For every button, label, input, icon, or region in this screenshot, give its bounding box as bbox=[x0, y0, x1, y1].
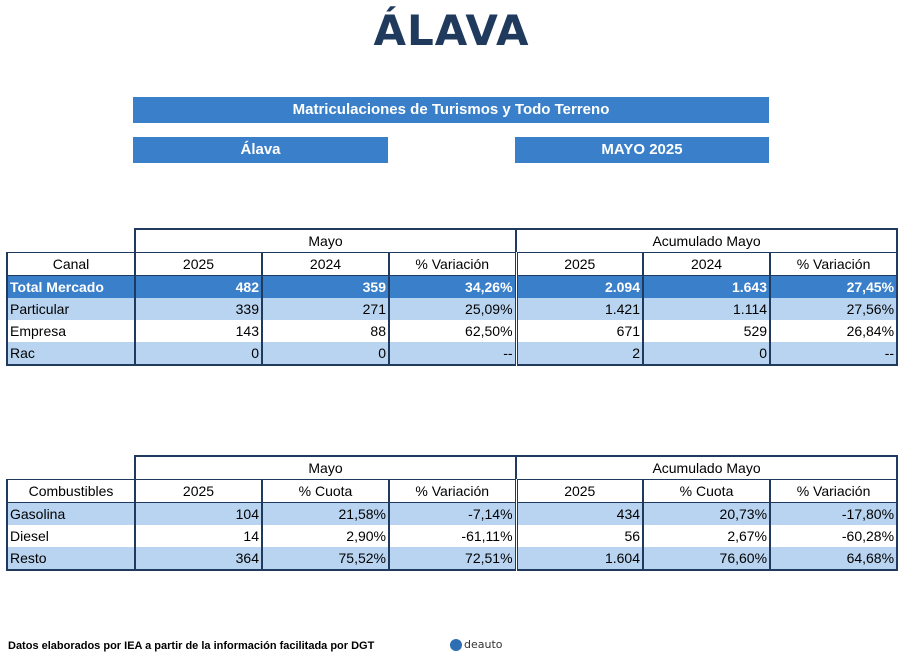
group-header-mayo: Mayo bbox=[133, 455, 518, 480]
blank-cell bbox=[7, 229, 135, 253]
cell: 2,67% bbox=[642, 525, 772, 547]
cell: 0 bbox=[261, 342, 390, 366]
table-row: Empresa 143 88 62,50% 671 529 26,84% bbox=[6, 320, 899, 342]
cell: 0 bbox=[134, 342, 263, 366]
column-header: 2024 bbox=[261, 252, 390, 276]
table-row: Gasolina 104 21,58% -7,14% 434 20,73% -1… bbox=[6, 502, 899, 525]
column-header: 2024 bbox=[642, 252, 772, 276]
cell: 1.421 bbox=[515, 298, 645, 320]
table-row: Diesel 14 2,90% -61,11% 56 2,67% -60,28% bbox=[6, 525, 899, 547]
cell: -61,11% bbox=[387, 525, 518, 547]
table-row: Particular 339 271 25,09% 1.421 1.114 27… bbox=[6, 298, 899, 320]
cell: 88 bbox=[261, 320, 390, 342]
column-header: 2025 bbox=[514, 479, 645, 503]
cell: 27,56% bbox=[769, 298, 899, 320]
column-header: 2025 bbox=[134, 479, 263, 503]
row-label: Diesel bbox=[6, 525, 136, 547]
combustibles-table: Mayo Acumulado Mayo Combustibles 2025 % … bbox=[6, 455, 899, 571]
period-band: MAYO 2025 bbox=[515, 137, 769, 163]
cell: 75,52% bbox=[261, 547, 390, 571]
cell: 143 bbox=[134, 320, 263, 342]
cell: 62,50% bbox=[387, 320, 518, 342]
cell: 21,58% bbox=[261, 502, 390, 525]
table-row: Rac 0 0 -- 2 0 -- bbox=[6, 342, 899, 366]
table-row: Resto 364 75,52% 72,51% 1.604 76,60% 64,… bbox=[6, 547, 899, 571]
cell: 2.094 bbox=[515, 275, 645, 298]
cell: -7,14% bbox=[387, 502, 518, 525]
column-header: Combustibles bbox=[6, 479, 136, 503]
group-header-acumulado: Acumulado Mayo bbox=[515, 455, 899, 480]
cell: -17,80% bbox=[769, 502, 899, 525]
cell: 27,45% bbox=[769, 275, 899, 298]
cell: 271 bbox=[261, 298, 390, 320]
row-label: Total Mercado bbox=[6, 275, 136, 298]
column-header: % Cuota bbox=[642, 479, 772, 503]
row-label: Particular bbox=[6, 298, 136, 320]
cell: 1.643 bbox=[642, 275, 772, 298]
column-header: % Cuota bbox=[261, 479, 390, 503]
page-title: ÁLAVA bbox=[373, 6, 530, 55]
cell: 529 bbox=[642, 320, 772, 342]
report-title-band: Matriculaciones de Turismos y Todo Terre… bbox=[133, 97, 769, 123]
cell: 0 bbox=[642, 342, 772, 366]
column-header: % Variación bbox=[387, 252, 518, 276]
cell: 1.114 bbox=[642, 298, 772, 320]
cell: 20,73% bbox=[642, 502, 772, 525]
cell: 359 bbox=[261, 275, 390, 298]
cell: 76,60% bbox=[642, 547, 772, 571]
logo-text: deauto bbox=[464, 638, 503, 651]
cell: 364 bbox=[134, 547, 263, 571]
cell: 25,09% bbox=[387, 298, 518, 320]
column-header: % Variación bbox=[387, 479, 518, 503]
region-band: Álava bbox=[133, 137, 388, 163]
source-note: Datos elaborados por IEA a partir de la … bbox=[8, 640, 375, 652]
blank-cell bbox=[7, 456, 135, 480]
cell: 26,84% bbox=[769, 320, 899, 342]
logo-icon bbox=[450, 638, 462, 651]
cell: 56 bbox=[515, 525, 645, 547]
cell: -- bbox=[387, 342, 518, 366]
row-label: Empresa bbox=[6, 320, 136, 342]
cell: 1.604 bbox=[515, 547, 645, 571]
cell: 2,90% bbox=[261, 525, 390, 547]
row-label: Resto bbox=[6, 547, 136, 571]
cell: -- bbox=[769, 342, 899, 366]
cell: -60,28% bbox=[769, 525, 899, 547]
cell: 34,26% bbox=[387, 275, 518, 298]
column-header: % Variación bbox=[769, 252, 899, 276]
cell: 671 bbox=[515, 320, 645, 342]
canal-table: Mayo Acumulado Mayo Canal 2025 2024 % Va… bbox=[6, 228, 899, 366]
cell: 72,51% bbox=[387, 547, 518, 571]
cell: 482 bbox=[134, 275, 263, 298]
cell: 104 bbox=[134, 502, 263, 525]
group-header-acumulado: Acumulado Mayo bbox=[515, 228, 899, 253]
row-label: Rac bbox=[6, 342, 136, 366]
cell: 64,68% bbox=[769, 547, 899, 571]
column-header: 2025 bbox=[514, 252, 645, 276]
column-header: 2025 bbox=[134, 252, 263, 276]
ideauto-logo: deauto bbox=[450, 638, 503, 651]
cell: 2 bbox=[515, 342, 645, 366]
table-row: Total Mercado 482 359 34,26% 2.094 1.643… bbox=[6, 275, 899, 298]
group-header-mayo: Mayo bbox=[133, 228, 518, 253]
column-header: % Variación bbox=[769, 479, 899, 503]
cell: 339 bbox=[134, 298, 263, 320]
cell: 434 bbox=[515, 502, 645, 525]
row-label: Gasolina bbox=[6, 502, 136, 525]
column-header: Canal bbox=[6, 252, 136, 276]
cell: 14 bbox=[134, 525, 263, 547]
